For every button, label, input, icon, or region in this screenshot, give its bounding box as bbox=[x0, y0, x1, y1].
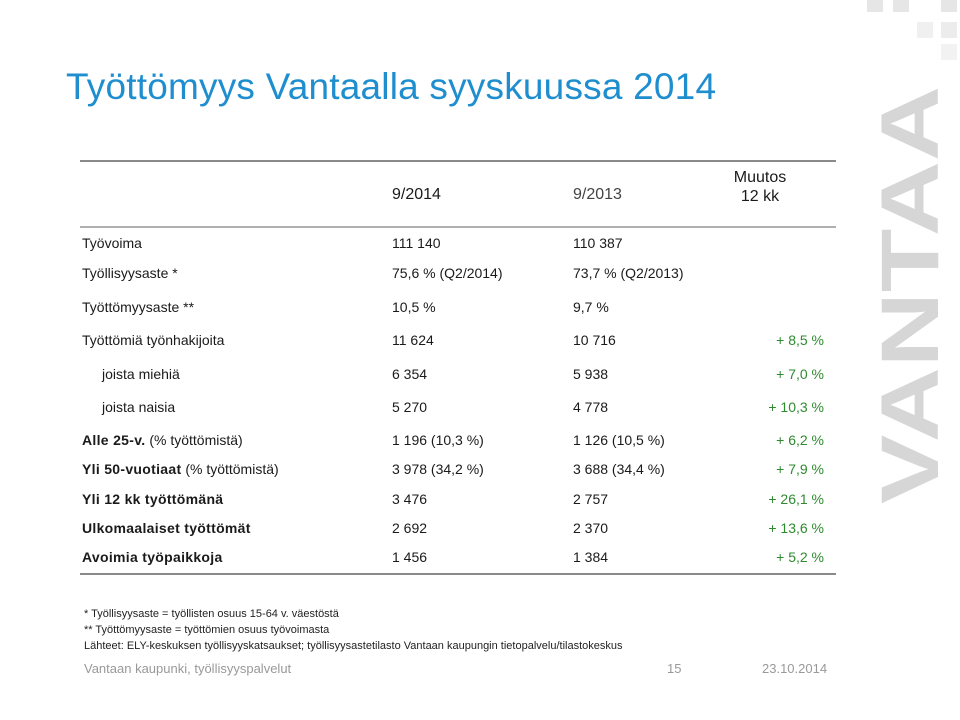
row-value-2014: 5 270 bbox=[392, 399, 428, 415]
table-row: Työvoima 111 140 110 387 bbox=[80, 230, 836, 258]
vantaa-logo: VANTAA bbox=[872, 86, 952, 504]
row-label: Yli 12 kk työttömänä bbox=[82, 491, 224, 507]
row-value-2013: 1 126 (10,5 %) bbox=[573, 432, 665, 448]
decor-square bbox=[941, 44, 957, 60]
column-header-change-line1: Muutos bbox=[733, 169, 787, 186]
row-value-2014: 11 624 bbox=[392, 332, 434, 348]
row-sublabel: (% työttömistä) bbox=[185, 461, 279, 477]
footnote-employment-rate: * Työllisyysaste = työllisten osuus 15-6… bbox=[84, 608, 339, 620]
row-value-2014: 1 196 (10,3 %) bbox=[392, 432, 484, 448]
row-label: Avoimia työpaikkoja bbox=[82, 549, 223, 565]
table-row: Työttömyysaste ** 10,5 % 9,7 % bbox=[80, 294, 836, 322]
decor-square bbox=[867, 0, 883, 12]
row-sublabel: (% työttömistä) bbox=[149, 432, 243, 448]
row-value-2013: 2 370 bbox=[573, 520, 609, 536]
row-value-2014: 6 354 bbox=[392, 366, 428, 382]
row-change: + 6,2 % bbox=[776, 432, 824, 448]
decor-square bbox=[917, 22, 933, 38]
row-change: + 10,3 % bbox=[768, 399, 824, 415]
row-label: Alle 25-v. bbox=[82, 432, 146, 448]
row-value-2014: 3 476 bbox=[392, 491, 428, 507]
column-header-change-line2: 12 kk bbox=[740, 188, 780, 205]
row-label: Työllisyysaste * bbox=[82, 265, 178, 281]
row-value-2013: 3 688 (34,4 %) bbox=[573, 461, 665, 477]
row-value-2013: 1 384 bbox=[573, 549, 609, 565]
row-value-2014: 1 456 bbox=[392, 549, 428, 565]
column-header-change: Muutos 12 kk bbox=[720, 168, 800, 206]
row-change: + 8,5 % bbox=[776, 332, 824, 348]
column-header-2014: 9/2014 bbox=[392, 186, 441, 203]
row-label-group: Yli 50-vuotiaat (% työttömistä) bbox=[82, 461, 279, 477]
row-value-2013: 10 716 bbox=[573, 332, 616, 348]
header-rule bbox=[80, 226, 836, 228]
footnotes: * Työllisyysaste = työllisten osuus 15-6… bbox=[84, 606, 622, 654]
table-row: Yli 12 kk työttömänä 3 476 2 757 + 26,1 … bbox=[80, 486, 836, 514]
row-value-2013: 5 938 bbox=[573, 366, 609, 382]
table-row: joista miehiä 6 354 5 938 + 7,0 % bbox=[80, 361, 836, 389]
row-change: + 26,1 % bbox=[768, 491, 824, 507]
table-row: Ulkomaalaiset työttömät 2 692 2 370 + 13… bbox=[80, 515, 836, 543]
footer-page-number: 15 bbox=[667, 661, 682, 676]
decor-square bbox=[941, 0, 957, 12]
table-row: Työllisyysaste * 75,6 % (Q2/2014) 73,7 %… bbox=[80, 260, 836, 288]
row-value-2014: 111 140 bbox=[392, 235, 441, 251]
decor-square bbox=[941, 22, 957, 38]
table-row: Alle 25-v. (% työttömistä) 1 196 (10,3 %… bbox=[80, 427, 836, 455]
row-change: + 7,9 % bbox=[776, 461, 824, 477]
table-row: joista naisia 5 270 4 778 + 10,3 % bbox=[80, 394, 836, 422]
row-value-2014: 3 978 (34,2 %) bbox=[392, 461, 484, 477]
row-value-2013: 9,7 % bbox=[573, 299, 609, 315]
column-header-2013: 9/2013 bbox=[573, 186, 622, 203]
row-label-group: Alle 25-v. (% työttömistä) bbox=[82, 432, 243, 448]
table-top-rule bbox=[80, 160, 836, 162]
row-label: Työttömiä työnhakijoita bbox=[82, 332, 225, 348]
row-value-2014: 2 692 bbox=[392, 520, 428, 536]
row-value-2014: 10,5 % bbox=[392, 299, 436, 315]
row-value-2013: 73,7 % (Q2/2013) bbox=[573, 265, 684, 281]
row-value-2014: 75,6 % (Q2/2014) bbox=[392, 265, 503, 281]
decor-square bbox=[893, 0, 909, 12]
vantaa-logo-text: VANTAA bbox=[872, 86, 952, 504]
footer-organization: Vantaan kaupunki, työllisyyspalvelut bbox=[84, 661, 292, 676]
table-bottom-rule bbox=[80, 573, 836, 575]
table-row: Yli 50-vuotiaat (% työttömistä) 3 978 (3… bbox=[80, 456, 836, 484]
row-value-2013: 110 387 bbox=[573, 235, 623, 251]
table-row: Avoimia työpaikkoja 1 456 1 384 + 5,2 % bbox=[80, 544, 836, 572]
row-change: + 5,2 % bbox=[776, 549, 824, 565]
row-label: joista naisia bbox=[102, 399, 176, 415]
row-value-2013: 2 757 bbox=[573, 491, 609, 507]
row-label: Työttömyysaste ** bbox=[82, 299, 195, 315]
footer-date: 23.10.2014 bbox=[762, 661, 828, 676]
row-label: Työvoima bbox=[82, 235, 142, 251]
row-value-2013: 4 778 bbox=[573, 399, 609, 415]
row-change: + 13,6 % bbox=[768, 520, 824, 536]
row-label: Yli 50-vuotiaat bbox=[82, 461, 182, 477]
footnote-unemployment-rate: ** Työttömyysaste = työttömien osuus työ… bbox=[84, 624, 330, 636]
row-change: + 7,0 % bbox=[776, 366, 824, 382]
row-label: Ulkomaalaiset työttömät bbox=[82, 520, 251, 536]
footnote-sources: Lähteet: ELY-keskuksen työllisyyskatsauk… bbox=[84, 640, 623, 652]
row-label: joista miehiä bbox=[102, 366, 180, 382]
table-row: Työttömiä työnhakijoita 11 624 10 716 + … bbox=[80, 327, 836, 355]
page-title: Työttömyys Vantaalla syyskuussa 2014 bbox=[66, 66, 717, 107]
